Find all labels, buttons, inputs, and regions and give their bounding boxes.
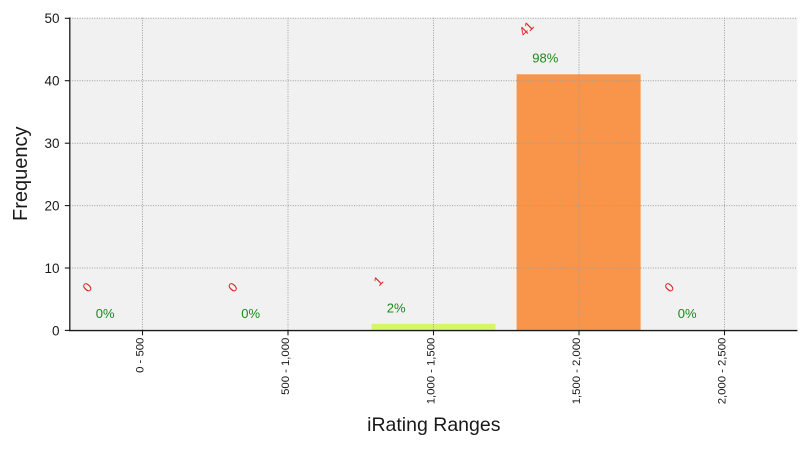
- svg-text:0 - 500: 0 - 500: [135, 338, 147, 373]
- svg-text:20: 20: [44, 198, 59, 213]
- svg-text:30: 30: [44, 136, 59, 151]
- svg-text:2%: 2%: [387, 300, 406, 315]
- svg-text:40: 40: [44, 74, 59, 89]
- svg-text:50: 50: [44, 11, 59, 26]
- svg-text:1,500 - 2,000: 1,500 - 2,000: [571, 338, 583, 405]
- svg-text:0%: 0%: [96, 306, 115, 321]
- svg-text:iRating Ranges: iRating Ranges: [367, 414, 501, 436]
- svg-text:10: 10: [44, 261, 59, 276]
- svg-text:0%: 0%: [241, 306, 260, 321]
- svg-text:2,000 - 2,500: 2,000 - 2,500: [717, 338, 729, 405]
- svg-text:500 - 1,000: 500 - 1,000: [280, 338, 292, 395]
- svg-text:Frequency: Frequency: [10, 126, 32, 221]
- svg-text:98%: 98%: [532, 51, 558, 66]
- svg-text:0: 0: [52, 323, 60, 338]
- svg-text:1,000 - 1,500: 1,000 - 1,500: [426, 338, 438, 405]
- svg-text:0%: 0%: [678, 306, 697, 321]
